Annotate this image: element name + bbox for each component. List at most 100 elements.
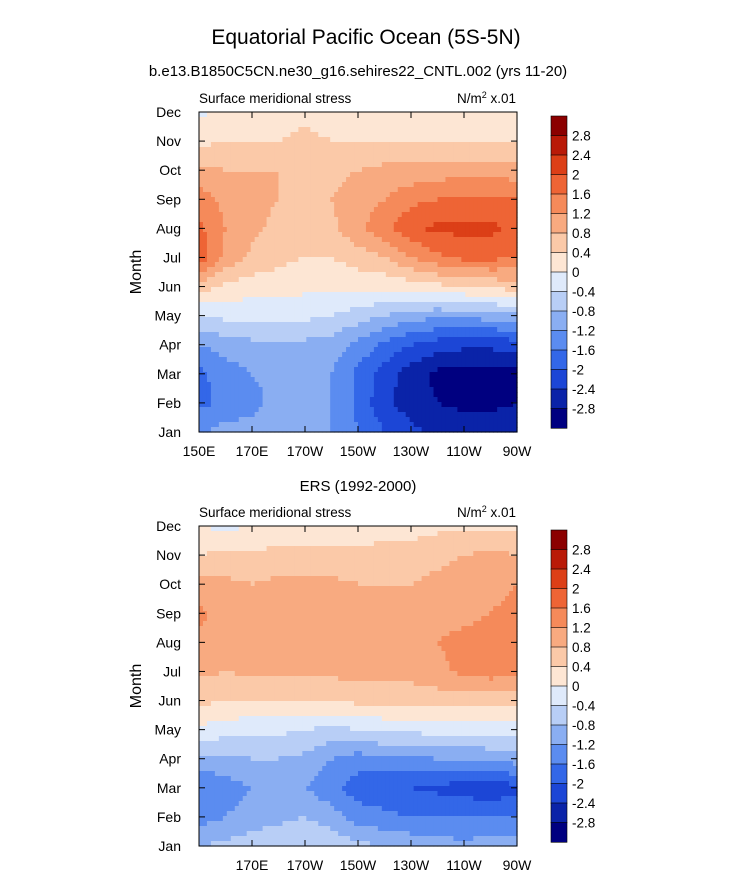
heatmap-cell [238,407,244,413]
heatmap-cell [437,372,443,378]
heatmap-cell [501,372,506,378]
heatmap-cell [342,212,347,218]
heatmap-cell [206,327,212,333]
heatmap-cell [361,267,367,273]
heatmap-cell [505,412,510,418]
heatmap-cell [389,112,395,118]
heatmap-cell [401,302,407,308]
heatmap-cell [417,297,423,303]
heatmap-cell [298,422,303,428]
heatmap-cell [425,137,431,143]
heatmap-cell [302,392,307,398]
heatmap-cell [334,307,339,313]
heatmap-cell [477,342,482,348]
heatmap-cell [230,357,236,363]
heatmap-cell [389,337,395,343]
heatmap-cell [489,407,494,413]
heatmap-cell [206,222,212,228]
heatmap-cell [485,152,490,158]
heatmap-cell [218,282,224,288]
heatmap-cell [350,372,355,378]
heatmap-cell [365,227,371,233]
heatmap-cell [246,212,252,218]
heatmap-cell [501,297,506,303]
heatmap-cell [270,182,276,188]
heatmap-cell [338,257,343,263]
heatmap-cell [226,127,232,133]
heatmap-cell [290,212,296,218]
heatmap-cell [453,197,458,203]
heatmap-cell [381,137,387,143]
heatmap-cell [270,267,276,273]
heatmap-cell [381,272,387,278]
heatmap-cell [481,372,486,378]
heatmap-cell [389,137,395,143]
heatmap-cell [441,307,447,313]
heatmap-cell [246,402,252,408]
heatmap-cell [282,367,288,373]
heatmap-cell [358,137,363,143]
heatmap-cell [393,227,399,233]
heatmap-cell [246,302,252,308]
heatmap-cell [338,182,343,188]
heatmap-cell [238,377,244,383]
heatmap-cell [473,117,478,123]
heatmap-cell [469,397,474,403]
heatmap-cell [361,392,367,398]
heatmap-cell [457,322,462,328]
heatmap-cell [334,132,339,138]
heatmap-cell [393,332,399,338]
heatmap-cell [222,252,228,258]
heatmap-cell [262,147,268,153]
heatmap-cell [294,167,299,173]
heatmap-cell [254,262,260,268]
heatmap-cell [346,382,351,388]
heatmap-cell [330,217,335,223]
heatmap-cell [270,302,276,308]
heatmap-cell [389,237,395,243]
heatmap-cell [258,307,264,313]
heatmap-cell [282,312,288,318]
heatmap-cell [230,307,236,313]
heatmap-cell [286,297,292,303]
heatmap-cell [330,162,335,168]
heatmap-cell [369,222,375,228]
heatmap-cell [461,182,466,188]
heatmap-cell [401,202,407,208]
heatmap-cell [369,287,375,293]
heatmap-cell [238,392,244,398]
heatmap-cell [294,347,299,353]
heatmap-cell [393,382,399,388]
heatmap-cell [485,222,490,228]
heatmap-cell [393,132,399,138]
heatmap-cell [274,162,280,168]
heatmap-cell [405,152,411,158]
heatmap-cell [461,392,466,398]
heatmap-cell [270,332,276,338]
heatmap-cell [218,252,224,258]
heatmap-cell [429,187,435,193]
heatmap-cell [425,372,431,378]
heatmap-cell [481,267,486,273]
heatmap-cell [322,267,327,273]
heatmap-cell [361,122,367,128]
heatmap-cell [238,122,244,128]
heatmap-cell [318,332,323,338]
heatmap-cell [290,172,296,178]
heatmap-cell [449,182,455,188]
heatmap-cell [437,392,443,398]
heatmap-cell [210,362,216,368]
heatmap-cell [461,332,466,338]
heatmap-cell [290,332,296,338]
heatmap-cell [441,267,447,273]
heatmap-cell [226,262,232,268]
heatmap-cell [298,127,303,133]
heatmap-cell [254,267,260,273]
heatmap-cell [457,307,462,313]
heatmap-cell [338,212,343,218]
heatmap-cell [266,187,272,193]
heatmap-cell [350,407,355,413]
heatmap-cell [199,302,204,308]
heatmap-cell [250,132,256,138]
heatmap-cell [405,402,411,408]
